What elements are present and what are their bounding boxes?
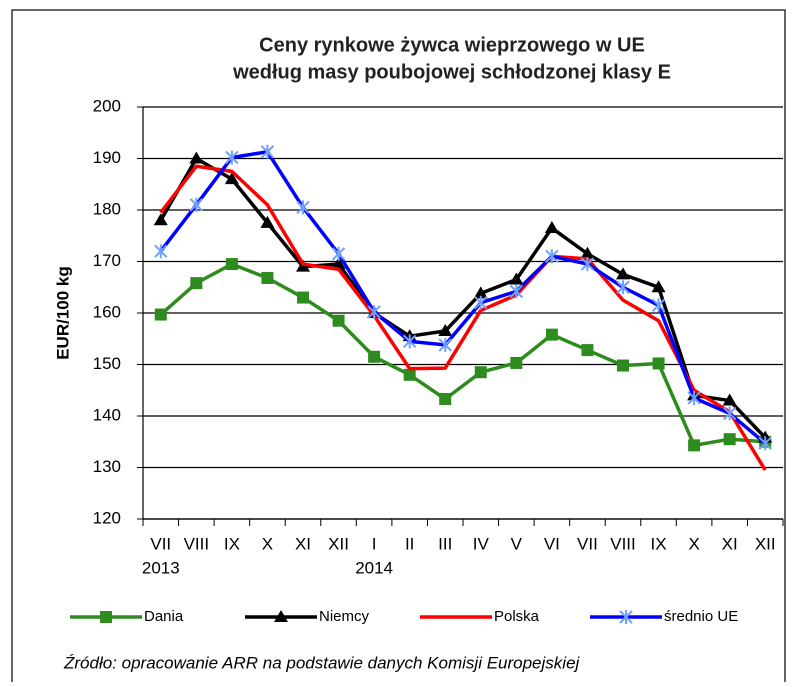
series-line xyxy=(159,164,767,471)
marker xyxy=(616,267,630,280)
marker xyxy=(225,258,238,271)
marker xyxy=(687,390,701,405)
y-tick-label: 160 xyxy=(93,302,121,321)
marker xyxy=(510,356,523,369)
marker xyxy=(225,150,239,165)
marker xyxy=(439,393,452,406)
x-tick-label: II xyxy=(405,534,414,553)
marker xyxy=(331,246,346,261)
y-tick-label: 140 xyxy=(93,405,121,424)
marker xyxy=(100,611,112,623)
legend-label: Niemcy xyxy=(319,608,370,625)
x-tick-label: VIII xyxy=(184,534,210,553)
y-tick-label: 150 xyxy=(93,354,121,373)
marker xyxy=(474,366,487,379)
marker xyxy=(368,350,381,363)
x-tick-label: XI xyxy=(295,534,311,553)
marker xyxy=(260,215,275,228)
marker xyxy=(367,304,381,319)
marker xyxy=(545,328,558,341)
chart-title: Ceny rynkowe żywca wieprzowego w UE xyxy=(259,34,645,56)
marker xyxy=(189,151,204,164)
x-year-label: 2013 xyxy=(142,558,180,577)
marker xyxy=(402,334,417,349)
y-tick-label: 190 xyxy=(93,148,121,167)
marker xyxy=(651,280,666,293)
marker xyxy=(723,433,736,446)
marker xyxy=(473,286,488,299)
marker xyxy=(154,244,168,259)
x-tick-label: X xyxy=(688,534,699,553)
marker xyxy=(619,610,633,624)
marker xyxy=(509,284,524,299)
marker xyxy=(509,272,524,285)
x-tick-label: X xyxy=(262,534,273,553)
marker xyxy=(688,439,701,452)
marker xyxy=(153,213,168,226)
marker xyxy=(758,436,772,451)
marker xyxy=(722,406,737,421)
y-tick-label: 130 xyxy=(93,457,121,476)
x-tick-label: XII xyxy=(755,534,776,553)
x-tick-label: I xyxy=(372,534,377,553)
marker xyxy=(190,277,203,290)
x-tick-label: IX xyxy=(224,534,240,553)
y-tick-label: 180 xyxy=(93,199,121,218)
marker xyxy=(651,298,666,313)
x-tick-label: VII xyxy=(150,534,171,553)
marker xyxy=(296,200,310,215)
marker xyxy=(154,308,167,321)
marker xyxy=(580,257,595,272)
source: Źródło: opracowanie ARR na podstawie dan… xyxy=(63,653,581,672)
x-tick-label: III xyxy=(438,534,452,553)
x-tick-label: XII xyxy=(328,534,349,553)
marker xyxy=(722,393,737,406)
x-tick-label: XI xyxy=(722,534,738,553)
y-axis-label: EUR/100 kg xyxy=(53,266,72,360)
x-tick-label: VIII xyxy=(610,534,636,553)
x-tick-label: VII xyxy=(577,534,598,553)
chart-title: według masy poubojowej schłodzonej klasy… xyxy=(232,61,671,83)
legend-label: Dania xyxy=(144,608,184,625)
x-tick-label: IV xyxy=(473,534,490,553)
series-line xyxy=(159,156,767,439)
marker xyxy=(403,368,416,381)
marker xyxy=(332,314,345,327)
marker xyxy=(331,257,346,270)
marker xyxy=(545,249,559,264)
marker xyxy=(438,324,453,337)
y-tick-label: 170 xyxy=(93,251,121,270)
series-line xyxy=(159,150,767,445)
marker xyxy=(617,359,629,372)
legend-label: Polska xyxy=(494,608,540,625)
frame xyxy=(11,9,786,687)
x-year-label: 2014 xyxy=(355,558,393,577)
marker xyxy=(260,144,275,159)
x-tick-label: IX xyxy=(651,534,667,553)
marker xyxy=(581,344,594,357)
legend-label: średnio UE xyxy=(664,608,738,625)
y-tick-label: 120 xyxy=(93,508,121,527)
marker xyxy=(652,357,665,370)
marker xyxy=(544,221,559,234)
x-tick-label: VI xyxy=(544,534,560,553)
marker xyxy=(189,197,204,212)
marker xyxy=(438,337,452,352)
marker xyxy=(474,295,488,310)
x-tick-label: V xyxy=(511,534,523,553)
marker xyxy=(297,291,309,304)
marker xyxy=(580,246,595,259)
marker xyxy=(224,172,239,185)
y-tick-label: 200 xyxy=(93,96,121,115)
marker xyxy=(274,610,288,622)
marker xyxy=(261,271,274,284)
marker xyxy=(616,280,630,295)
